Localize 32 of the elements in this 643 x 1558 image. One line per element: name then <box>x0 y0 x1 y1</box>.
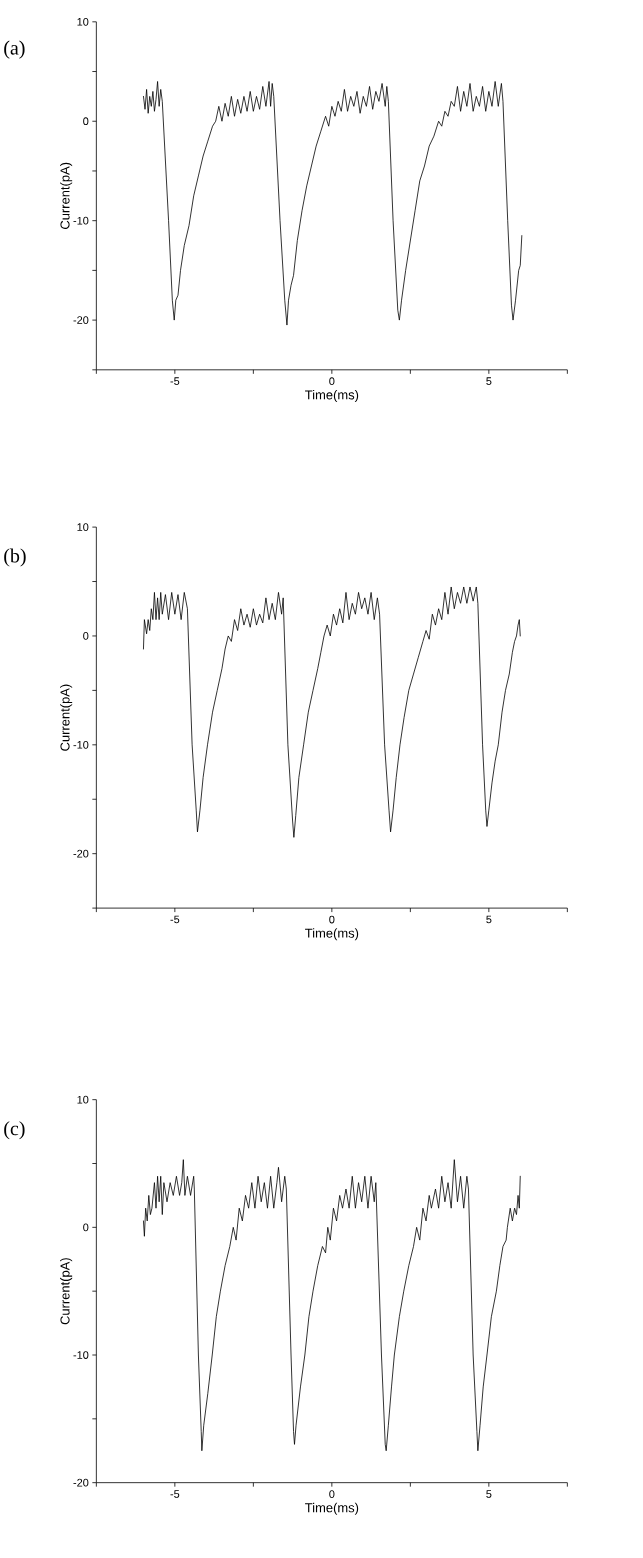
text: (a) <box>4 40 25 59</box>
x-tick-label: -5 <box>170 1490 180 1498</box>
y-tick-label: -20 <box>73 849 89 858</box>
x-tick-label: 0 <box>329 915 335 924</box>
x-axis-title: Time(ms) <box>304 928 359 941</box>
y-tick-label: 0 <box>83 632 89 640</box>
x-tick-label: 5 <box>486 1490 492 1498</box>
y-tick-label: -10 <box>73 740 89 749</box>
x-tick-label: 5 <box>486 377 492 385</box>
y-axis-title: Current(pA) <box>60 162 73 229</box>
x-axis-title: Time(ms) <box>304 1502 359 1515</box>
y-tick-label: 10 <box>77 1095 89 1104</box>
x-tick-label: 0 <box>329 377 335 386</box>
text: (c) <box>4 1121 25 1140</box>
line-series <box>142 1159 521 1452</box>
y-axis-title: Current(pA) <box>60 684 73 751</box>
x-axis-title: Time(ms) <box>304 389 359 403</box>
y-tick-label: -10 <box>73 216 89 225</box>
x-tick-label: 0 <box>329 1490 335 1498</box>
line-series <box>142 586 521 838</box>
y-tick-label: -20 <box>73 316 89 324</box>
y-tick-label: 10 <box>77 523 89 531</box>
y-axis-title: Current(pA) <box>60 1258 73 1325</box>
x-tick-label: -5 <box>170 377 180 385</box>
x-tick-label: -5 <box>170 915 180 924</box>
y-tick-label: -20 <box>73 1478 89 1487</box>
y-tick-label: 0 <box>83 117 89 126</box>
x-tick-label: 5 <box>486 915 492 924</box>
text: (b) <box>4 548 26 567</box>
y-tick-label: 10 <box>77 17 89 26</box>
y-tick-label: 0 <box>83 1223 89 1232</box>
y-tick-label: -10 <box>73 1351 89 1359</box>
